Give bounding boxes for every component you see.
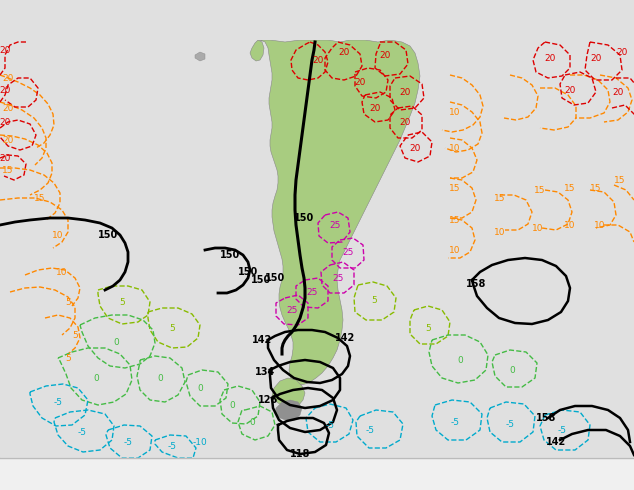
Text: 5: 5	[65, 353, 71, 363]
Text: 142: 142	[252, 335, 272, 345]
Text: 10: 10	[564, 220, 576, 229]
Polygon shape	[275, 400, 302, 421]
Text: 20: 20	[3, 103, 14, 113]
Text: 25: 25	[329, 220, 340, 229]
Text: Su 22-09-2024 12:00 UTC (18+66): Su 22-09-2024 12:00 UTC (18+66)	[420, 463, 629, 473]
Text: 150: 150	[220, 250, 240, 260]
Text: Height/Temp. 850 hPa [gdmp][°C] ECMWF: Height/Temp. 850 hPa [gdmp][°C] ECMWF	[5, 464, 269, 476]
Text: 134: 134	[255, 367, 275, 377]
Text: 20: 20	[3, 136, 14, 145]
Text: 20: 20	[399, 118, 411, 126]
Text: 150: 150	[98, 230, 118, 240]
Text: 0: 0	[249, 417, 255, 426]
Text: 150: 150	[251, 275, 271, 285]
Text: 20: 20	[379, 50, 391, 59]
Text: -5: -5	[53, 397, 63, 407]
Text: -5: -5	[167, 441, 176, 450]
Text: 142: 142	[546, 437, 566, 447]
Text: 5: 5	[371, 295, 377, 304]
Text: -5: -5	[557, 425, 567, 435]
Text: 0: 0	[93, 373, 99, 383]
Text: 150: 150	[238, 267, 258, 277]
Text: -5: -5	[77, 427, 86, 437]
Text: 25: 25	[306, 288, 318, 296]
Text: 10: 10	[594, 220, 605, 229]
Text: 10: 10	[533, 223, 544, 232]
Text: 20: 20	[0, 118, 11, 126]
Polygon shape	[250, 40, 264, 61]
Text: 150: 150	[294, 213, 314, 223]
Text: 10: 10	[450, 144, 461, 152]
Text: 150: 150	[265, 273, 285, 283]
Polygon shape	[195, 52, 205, 61]
Text: 20: 20	[399, 88, 411, 97]
Text: 20: 20	[3, 74, 14, 82]
Text: 15: 15	[590, 183, 602, 193]
Text: -5: -5	[365, 425, 375, 435]
Text: 0: 0	[197, 384, 203, 392]
Text: 0: 0	[457, 356, 463, 365]
Text: 15: 15	[450, 216, 461, 224]
Text: 10: 10	[450, 245, 461, 254]
Text: -5: -5	[505, 419, 515, 428]
Text: 20: 20	[545, 53, 555, 63]
Text: 20: 20	[410, 144, 421, 152]
Text: 25: 25	[332, 273, 344, 283]
Text: 15: 15	[34, 194, 46, 202]
Text: 15: 15	[534, 186, 546, 195]
Text: 0: 0	[113, 338, 119, 346]
Text: 5: 5	[119, 297, 125, 307]
Text: 20: 20	[0, 85, 11, 95]
Text: 15: 15	[3, 166, 14, 174]
Text: 20: 20	[612, 88, 624, 97]
Text: 158: 158	[466, 279, 486, 289]
Text: 5: 5	[169, 323, 175, 333]
Text: -5: -5	[325, 420, 335, 430]
Text: 20: 20	[0, 153, 11, 163]
Text: 5: 5	[65, 297, 71, 307]
Text: -5: -5	[124, 438, 133, 446]
Text: 20: 20	[0, 46, 11, 54]
Text: 0: 0	[229, 400, 235, 410]
Text: -10: -10	[193, 438, 207, 446]
Text: 142: 142	[335, 333, 355, 343]
Text: 5: 5	[425, 323, 431, 333]
Polygon shape	[272, 378, 305, 408]
Text: 5: 5	[72, 330, 78, 340]
Text: 20: 20	[564, 85, 576, 95]
Text: 158: 158	[536, 413, 556, 423]
Text: 118: 118	[290, 449, 310, 459]
Text: 20: 20	[370, 103, 380, 113]
Text: 20: 20	[616, 48, 628, 56]
Text: 15: 15	[450, 183, 461, 193]
Text: 10: 10	[495, 227, 506, 237]
Text: 25: 25	[287, 305, 298, 315]
Text: 20: 20	[354, 77, 366, 87]
Text: 0: 0	[509, 366, 515, 374]
Text: ©weatheronline.co.uk: ©weatheronline.co.uk	[494, 477, 629, 487]
Text: 15: 15	[495, 194, 506, 202]
Text: 15: 15	[564, 183, 576, 193]
Text: 20: 20	[339, 48, 350, 56]
Text: 0: 0	[157, 373, 163, 383]
Text: 10: 10	[52, 230, 64, 240]
Text: 10: 10	[56, 268, 68, 276]
Polygon shape	[258, 40, 420, 385]
Text: 20: 20	[313, 55, 324, 65]
Text: 20: 20	[590, 53, 602, 63]
Text: 15: 15	[614, 175, 626, 185]
Text: 25: 25	[342, 247, 354, 256]
Text: 10: 10	[450, 107, 461, 117]
Text: -5: -5	[451, 417, 460, 426]
Text: 126: 126	[258, 395, 278, 405]
